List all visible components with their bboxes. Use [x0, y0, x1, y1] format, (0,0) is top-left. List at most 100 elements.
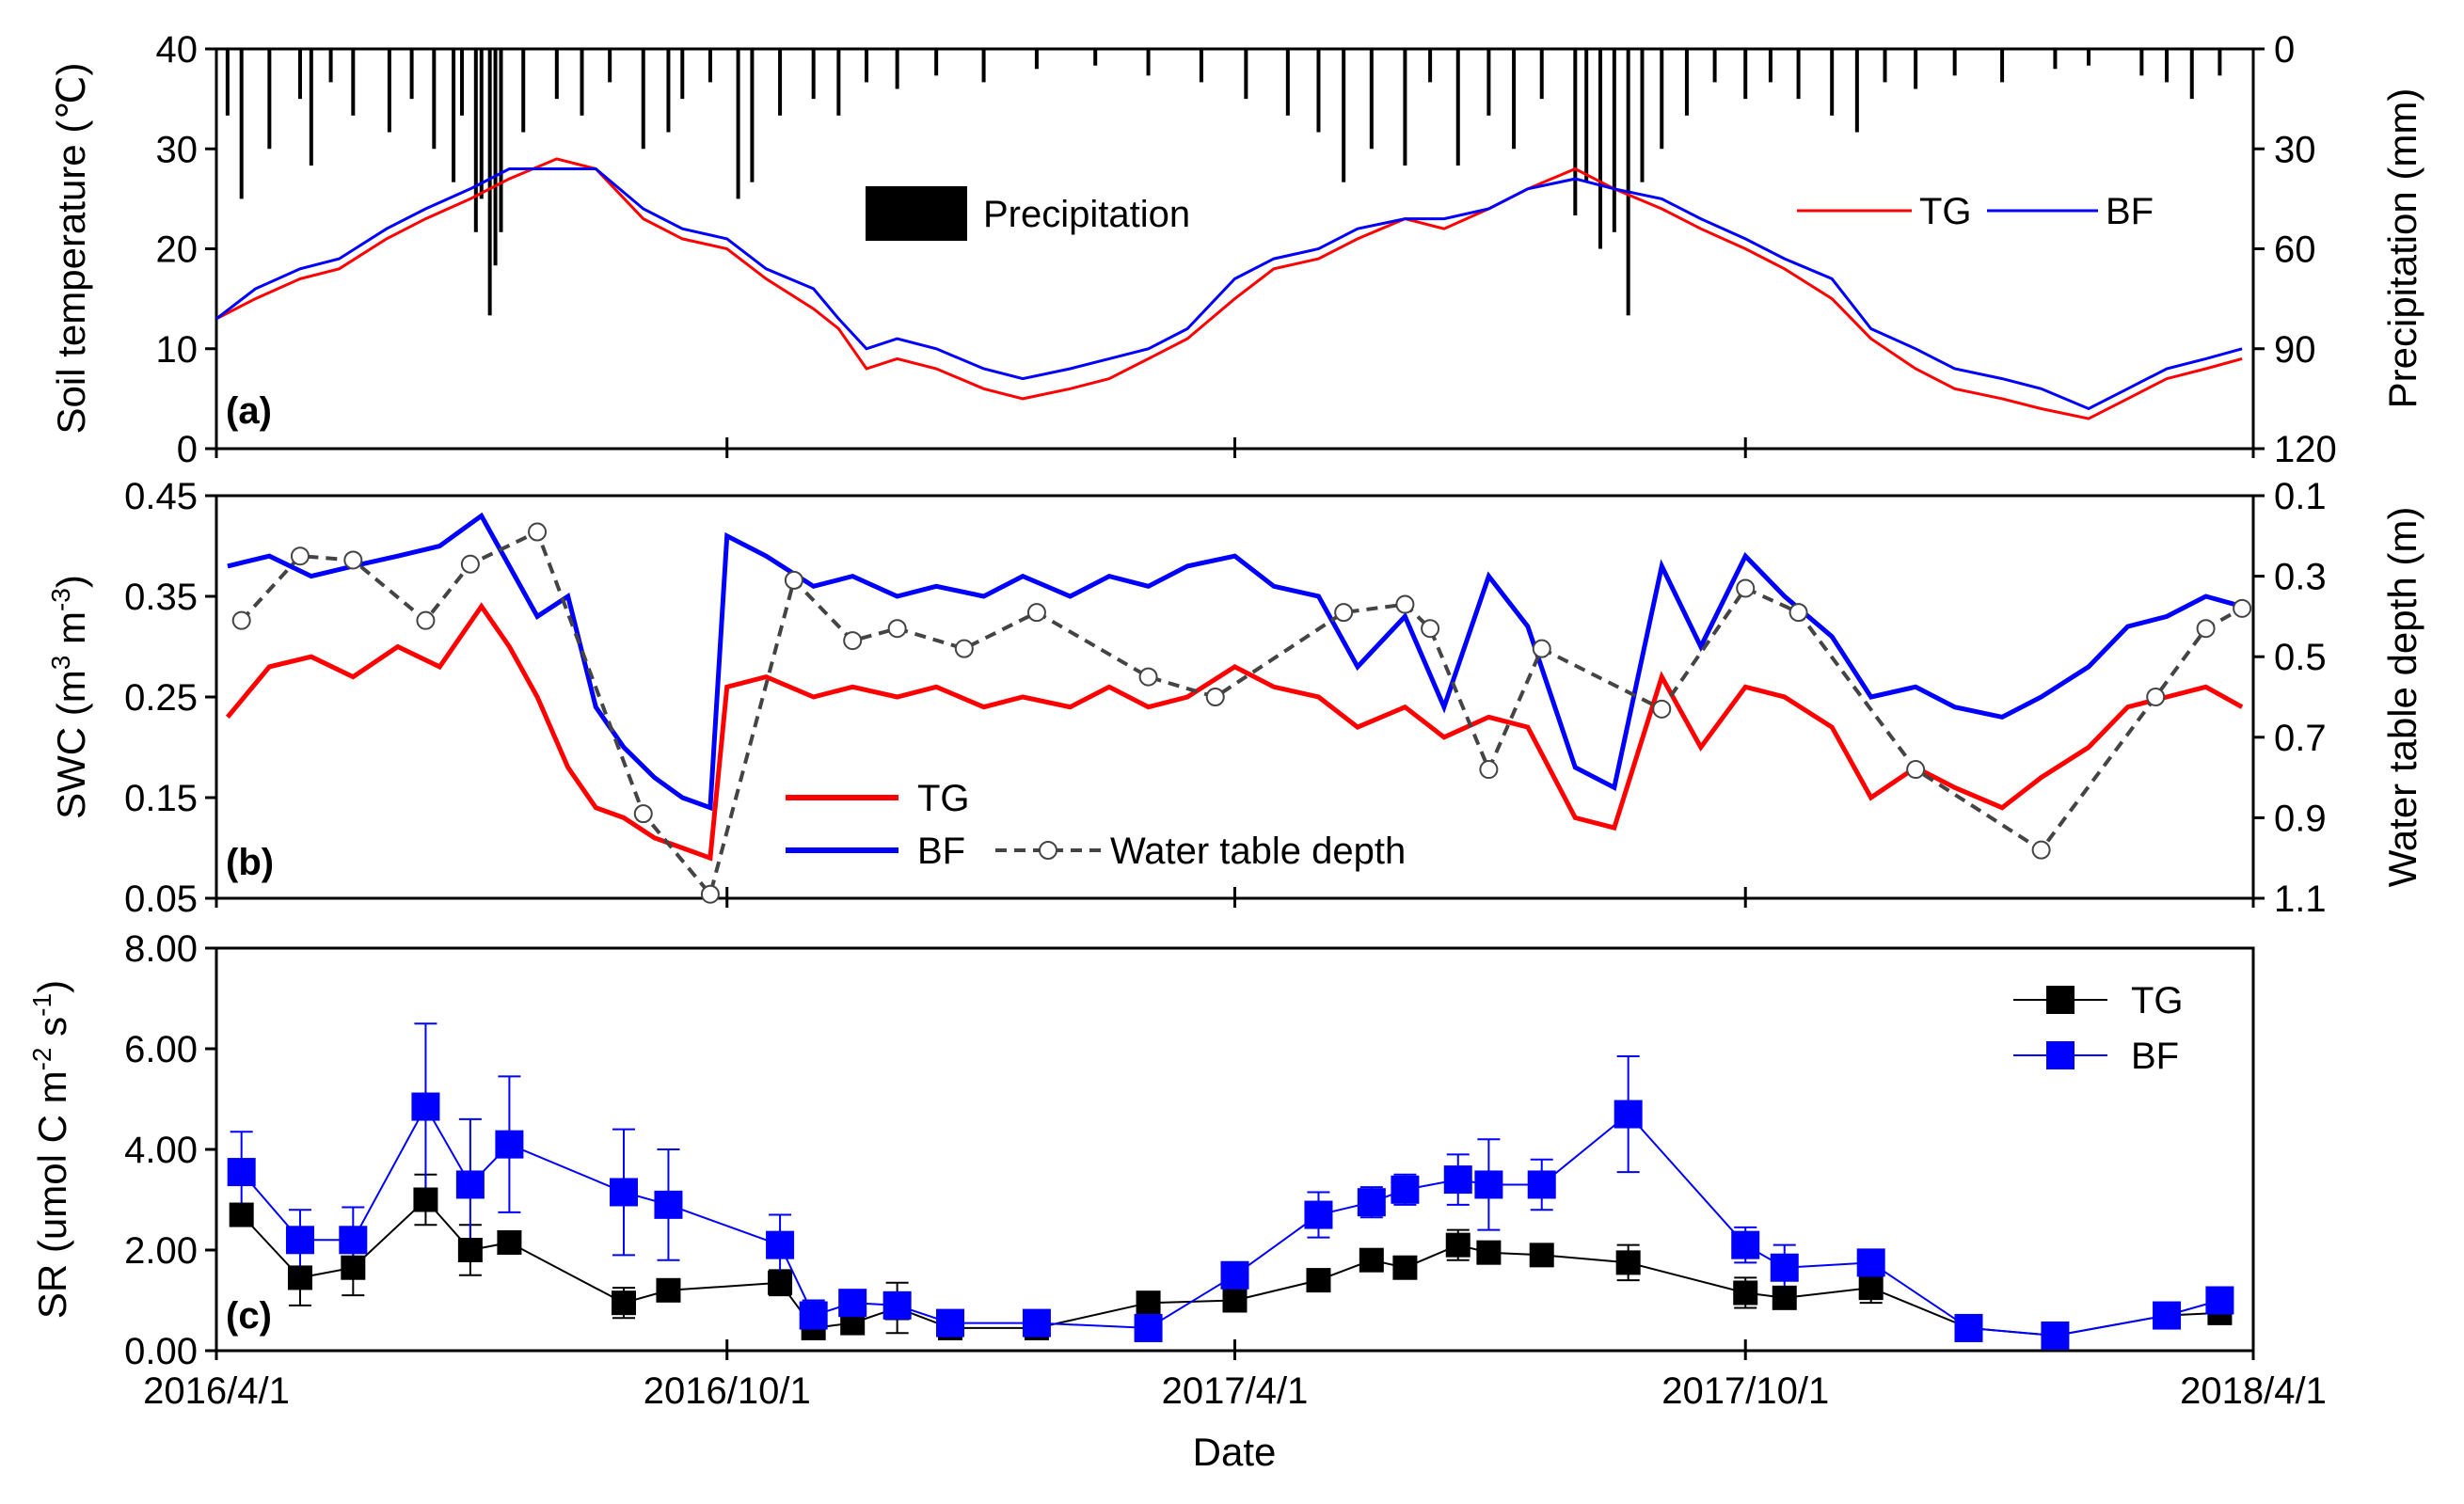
sr-point-tg — [1772, 1285, 1797, 1310]
water-table-point — [633, 804, 653, 824]
precipitation-bar — [1612, 49, 1616, 232]
precipitation-bar — [778, 49, 783, 116]
water-table-point — [416, 610, 436, 630]
y2-tick-label: 0 — [2274, 29, 2295, 71]
y2-tick-label: 0.7 — [2274, 718, 2327, 759]
precipitation-bar — [1428, 49, 1433, 83]
precipitation-bar — [473, 49, 478, 232]
water-table-point — [1138, 667, 1158, 687]
water-table-point — [1026, 603, 1046, 623]
precipitation-bar — [1830, 49, 1835, 116]
precipitation-bar — [1883, 49, 1887, 83]
panel-b-lines — [225, 512, 2252, 904]
precipitation-bar — [1285, 49, 1290, 116]
precipitation-bar — [2139, 49, 2144, 76]
sr-point-bf — [1856, 1248, 1885, 1277]
panel-c-legend-bf-label: BF — [2131, 1036, 2179, 1077]
panel-c-legend-bf-marker — [2046, 1041, 2075, 1069]
precipitation-bar — [1952, 49, 1957, 76]
precipitation-bar — [1244, 49, 1248, 100]
sr-point-tg — [229, 1202, 254, 1227]
precipitation-bar — [2165, 49, 2170, 83]
precipitation-bar — [750, 49, 755, 182]
sr-point-tg — [1529, 1243, 1554, 1268]
precipitation-bar — [487, 49, 492, 316]
water-table-point — [2233, 598, 2252, 618]
temperature-line-bf — [215, 167, 2243, 411]
y-tick-label: 20 — [156, 230, 199, 271]
panel-b-legend-bf-label: BF — [917, 831, 965, 872]
panel-c-ylabel-sup: -1 — [27, 993, 56, 1017]
x-tick-label: 2017/4/1 — [1162, 1370, 1309, 1412]
y2-tick-label: 30 — [2274, 129, 2316, 170]
swc-line-tg — [225, 602, 2244, 862]
sr-point-tg — [612, 1290, 636, 1316]
precipitation-bar — [1034, 49, 1039, 70]
panel-c-ylabel-part: s — [30, 1017, 74, 1048]
precipitation-bar — [452, 49, 456, 182]
panel-b-x-ticks — [215, 887, 2255, 908]
panel-c-label: (c) — [226, 1295, 272, 1337]
precipitation-bar — [521, 49, 526, 133]
y2-tick-label: 0.9 — [2274, 798, 2327, 839]
precipitation-bar — [351, 49, 356, 116]
precipitation-bar — [1640, 49, 1645, 182]
precipitation-bar — [981, 49, 986, 83]
panel-c-legend-tg-label: TG — [2131, 980, 2184, 1021]
sr-point-bf — [1731, 1230, 1760, 1259]
temperature-line-tg — [215, 157, 2243, 420]
precipitation-bar — [432, 49, 437, 150]
precipitation-bar — [479, 49, 484, 199]
y2-tick-label: 0.5 — [2274, 637, 2327, 678]
sr-point-bf — [1357, 1188, 1386, 1217]
water-table-point — [2146, 688, 2166, 706]
sr-point-tg — [1136, 1290, 1161, 1316]
precipitation-bar — [580, 49, 584, 116]
panel-c-ylabel-sup: -2 — [27, 1047, 56, 1070]
panel-c-y-ticks: 0.00 2.00 4.00 6.00 8.00 — [124, 928, 216, 1372]
precipitation-bar — [1512, 49, 1517, 150]
panel-b-label: (b) — [226, 842, 274, 883]
panel-b-legend-wtd-marker — [1039, 841, 1057, 860]
y-tick-label: 0.25 — [124, 677, 198, 719]
water-table-point — [1532, 639, 1551, 658]
water-table-point — [1205, 688, 1225, 706]
sr-point-tg — [1222, 1288, 1248, 1313]
water-table-line — [240, 529, 2244, 898]
x-tick-label: 2018/4/1 — [2180, 1370, 2327, 1412]
sr-point-tg — [1392, 1255, 1418, 1280]
panel-c-x-ticks: 2016/4/1 2016/10/1 2017/4/1 2017/10/1 2018/4… — [143, 1339, 2327, 1412]
precipitation-bar — [1712, 49, 1717, 83]
sr-point-bf — [455, 1170, 485, 1199]
precipitation-bar — [499, 49, 503, 232]
sr-point-tg — [341, 1255, 366, 1280]
precipitation-bar — [1796, 49, 1801, 100]
x-axis-title: Date — [1193, 1430, 1277, 1474]
water-table-point — [2031, 840, 2051, 860]
water-table-point — [343, 550, 363, 570]
y-tick-label: 0.00 — [124, 1331, 198, 1372]
precipitation-bar — [267, 49, 272, 150]
panel-c-ylabel-part: ) — [30, 980, 74, 993]
y-tick-label: 30 — [156, 129, 199, 170]
water-table-point — [843, 631, 863, 651]
sr-point-bf — [285, 1226, 314, 1255]
precipitation-bar — [1584, 49, 1589, 182]
sr-point-bf — [495, 1130, 524, 1159]
y2-tick-label: 0.3 — [2274, 557, 2327, 598]
precipitation-bar — [811, 49, 816, 100]
y-tick-label: 2.00 — [124, 1230, 198, 1272]
panel-a-y2-ticks: 0 30 60 90 120 — [2253, 29, 2337, 470]
water-table-point — [1334, 603, 1354, 623]
sr-point-bf — [838, 1289, 867, 1318]
water-table-point — [887, 619, 907, 639]
water-table-point — [1736, 578, 1756, 598]
precipitation-bar — [297, 49, 302, 100]
sr-point-tg — [1359, 1247, 1384, 1273]
sr-point-bf — [2041, 1321, 2070, 1350]
sr-point-bf — [1022, 1308, 1051, 1338]
precipitation-bar — [1598, 49, 1603, 249]
water-table-point — [1652, 699, 1672, 719]
y-tick-label: 0.05 — [124, 879, 198, 920]
